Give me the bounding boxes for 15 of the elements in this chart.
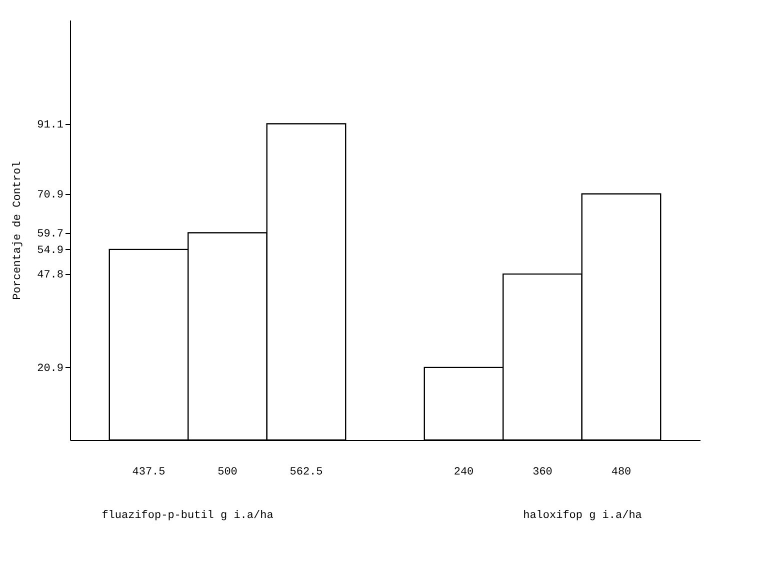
y-tick-label: 91.1 bbox=[37, 119, 64, 132]
x-tick-label: 562.5 bbox=[290, 466, 323, 478]
x-tick-label: 437.5 bbox=[132, 466, 166, 478]
y-tick-label: 59.7 bbox=[37, 228, 64, 240]
x-tick-label: 480 bbox=[611, 466, 632, 478]
y-tick-label: 47.8 bbox=[37, 270, 64, 282]
x-tick-label: 360 bbox=[532, 466, 552, 478]
y-tick-label: 20.9 bbox=[37, 362, 64, 375]
y-tick-label: 54.9 bbox=[37, 244, 64, 257]
text: fluazifop-p-butil g i.a/ha bbox=[102, 510, 274, 522]
y-axis-title: Porcentaje de Control bbox=[12, 161, 24, 300]
y-tick-label: 70.9 bbox=[37, 189, 64, 202]
text: haloxifop g i.a/ha bbox=[523, 510, 642, 522]
x-tick-label: 240 bbox=[454, 466, 474, 478]
x-tick-label: 500 bbox=[218, 466, 238, 478]
